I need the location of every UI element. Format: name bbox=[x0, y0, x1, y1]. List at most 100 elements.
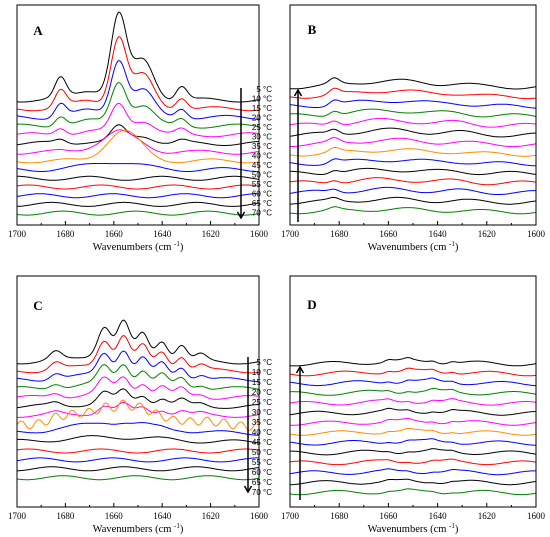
curve-B-25C bbox=[289, 117, 537, 128]
curve-C-40C bbox=[16, 399, 260, 431]
curve-B-50C bbox=[290, 167, 537, 176]
temperature-label: 5 °C bbox=[256, 85, 272, 94]
x-tick-label: 1700 bbox=[281, 511, 300, 521]
temperature-label: 25 °C bbox=[252, 123, 272, 132]
curve-D-25C bbox=[289, 398, 537, 406]
curve-C-50C bbox=[17, 435, 260, 444]
curve-C-45C bbox=[16, 422, 260, 436]
x-tick-label: 1680 bbox=[330, 229, 349, 239]
curve-D-30C bbox=[289, 407, 536, 416]
temperature-label: 45 °C bbox=[252, 438, 272, 447]
curve-D-10C bbox=[289, 367, 537, 377]
arrow-head-up bbox=[295, 365, 305, 374]
curve-A-40C bbox=[16, 129, 260, 164]
temperature-label: 50 °C bbox=[252, 448, 272, 457]
x-tick-label: 1640 bbox=[429, 511, 448, 521]
arrow-head-up bbox=[293, 88, 303, 97]
temperature-label: 65 °C bbox=[252, 478, 272, 487]
temperature-label: 50 °C bbox=[252, 171, 272, 180]
temperature-label: 35 °C bbox=[252, 418, 272, 427]
temperature-label: 55 °C bbox=[252, 180, 272, 189]
x-tick-label: 1600 bbox=[250, 511, 269, 521]
temperature-label: 30 °C bbox=[252, 133, 272, 142]
x-tick-label: 1700 bbox=[8, 511, 27, 521]
x-tick-label: 1600 bbox=[250, 229, 269, 239]
x-tick-label: 1660 bbox=[379, 229, 398, 239]
curve-B-35C bbox=[290, 136, 537, 148]
curve-B-60C bbox=[289, 186, 536, 195]
curve-A-30C bbox=[16, 124, 260, 146]
curve-C-5C bbox=[17, 319, 260, 365]
curve-B-30C bbox=[289, 127, 537, 138]
x-tick-label: 1660 bbox=[379, 511, 398, 521]
curve-C-65C bbox=[16, 466, 260, 472]
x-tick-label: 1620 bbox=[478, 229, 497, 239]
curve-D-60C bbox=[289, 468, 536, 476]
curve-B-15C bbox=[289, 99, 536, 109]
x-tick-label: 1700 bbox=[281, 229, 300, 239]
temperature-label: 10 °C bbox=[252, 368, 272, 377]
temperature-label: 40 °C bbox=[252, 428, 272, 437]
temperature-label: 20 °C bbox=[252, 388, 272, 397]
panel-B: 1700 1680 1660 1640 1620 1600 Wavenumbers (cm … bbox=[281, 4, 546, 253]
curve-A-50C bbox=[17, 175, 260, 181]
curve-C-15C bbox=[16, 350, 260, 383]
temperature-label: 30 °C bbox=[252, 408, 272, 417]
curve-B-45C bbox=[289, 158, 536, 167]
x-tick-label: 1620 bbox=[202, 511, 221, 521]
curve-D-50C bbox=[290, 448, 537, 456]
curve-D-20C bbox=[290, 387, 537, 396]
x-tick-label: 1680 bbox=[56, 229, 75, 239]
curve-B-20C bbox=[289, 108, 537, 118]
curve-B-70C bbox=[289, 206, 537, 215]
temperature-label: 55 °C bbox=[252, 458, 272, 467]
temperature-label: 25 °C bbox=[252, 398, 272, 407]
curve-C-60C bbox=[16, 457, 259, 463]
temperature-label: 65 °C bbox=[252, 199, 272, 208]
panel-letter: C bbox=[33, 298, 42, 313]
curve-D-65C bbox=[289, 478, 537, 486]
curve-A-25C bbox=[16, 102, 260, 138]
curve-D-55C bbox=[289, 458, 537, 466]
x-tick-label: 1700 bbox=[8, 229, 27, 239]
curve-A-55C bbox=[16, 184, 260, 190]
x-tick-label: 1660 bbox=[105, 511, 124, 521]
curve-B-40C bbox=[289, 146, 537, 157]
curve-C-30C bbox=[16, 388, 260, 409]
x-axis-label: Wavenumbers (cm -1) bbox=[368, 522, 459, 535]
plot-frame bbox=[16, 275, 260, 508]
x-tick-label: 1600 bbox=[527, 229, 546, 239]
panel-C: 1700 1680 1660 1640 1620 1600 Wavenumbers (cm … bbox=[8, 275, 272, 535]
x-tick-label: 1600 bbox=[527, 511, 546, 521]
panel-letter: D bbox=[307, 297, 316, 312]
x-tick-label: 1620 bbox=[202, 229, 221, 239]
temperature-label: 35 °C bbox=[252, 142, 272, 151]
curve-B-55C bbox=[289, 177, 537, 186]
curve-B-5C bbox=[289, 77, 537, 90]
curve-C-55C bbox=[16, 448, 260, 454]
x-tick-label: 1640 bbox=[429, 229, 448, 239]
temperature-label: 15 °C bbox=[252, 104, 272, 113]
temperature-label: 5 °C bbox=[256, 358, 272, 367]
curve-A-10C bbox=[16, 36, 260, 112]
x-tick-label: 1640 bbox=[153, 229, 172, 239]
curve-A-70C bbox=[16, 210, 260, 216]
curve-D-35C bbox=[289, 417, 537, 426]
temperature-label: 45 °C bbox=[252, 161, 272, 170]
curve-A-45C bbox=[16, 163, 259, 173]
curve-A-35C bbox=[17, 129, 260, 155]
panel-letter: B bbox=[308, 22, 317, 37]
arrow-head-down bbox=[243, 485, 253, 494]
x-tick-label: 1660 bbox=[105, 229, 124, 239]
curve-D-5C bbox=[290, 357, 537, 367]
temperature-label: 70 °C bbox=[252, 209, 272, 218]
curve-D-45C bbox=[289, 438, 536, 446]
x-tick-label: 1640 bbox=[153, 511, 172, 521]
panel-D: 1700 1680 1660 1640 1620 1600 Wavenumbers (cm … bbox=[281, 275, 546, 535]
curve-A-5C bbox=[16, 11, 260, 103]
x-axis-label: Wavenumbers (cm -1) bbox=[368, 240, 459, 253]
curve-C-35C bbox=[17, 401, 260, 418]
temperature-label: 10 °C bbox=[252, 95, 272, 104]
x-tick-label: 1680 bbox=[56, 511, 75, 521]
